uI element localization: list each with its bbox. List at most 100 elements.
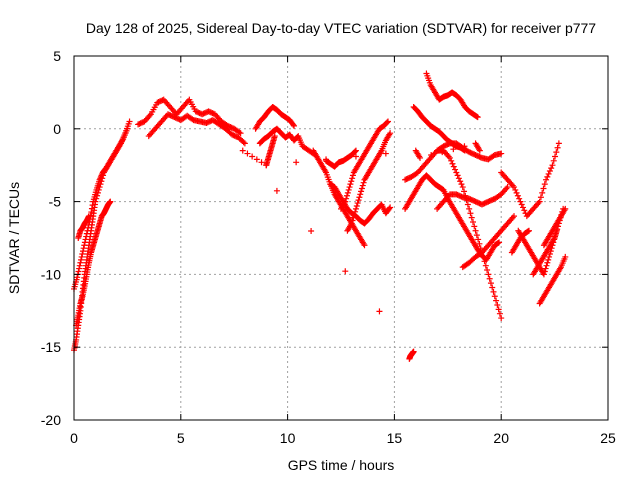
data-point xyxy=(539,189,546,196)
data-point xyxy=(249,153,256,160)
data-point xyxy=(450,163,457,170)
data-point xyxy=(548,165,555,172)
series-arc-11 xyxy=(338,118,391,212)
data-point xyxy=(84,227,91,234)
data-point xyxy=(387,204,394,211)
data-point xyxy=(449,160,456,167)
data-point xyxy=(85,213,92,220)
data-point xyxy=(81,242,88,249)
data-point xyxy=(85,224,92,231)
data-point xyxy=(554,144,561,151)
data-point xyxy=(458,181,465,188)
data-point xyxy=(496,310,503,317)
data-point xyxy=(88,209,95,216)
data-point xyxy=(512,186,519,193)
data-point xyxy=(387,130,394,137)
x-axis-title: GPS time / hours xyxy=(288,457,395,473)
data-point xyxy=(454,172,461,179)
series-arc-2 xyxy=(71,125,131,292)
data-point xyxy=(428,152,435,159)
data-point xyxy=(484,267,491,274)
data-point xyxy=(293,159,300,166)
data-point xyxy=(470,218,477,225)
data-point xyxy=(549,162,556,169)
data-point xyxy=(353,202,360,209)
data-point xyxy=(464,201,471,208)
data-point xyxy=(356,194,363,201)
grid xyxy=(74,56,608,420)
data-point xyxy=(352,148,359,155)
data-point xyxy=(358,185,365,192)
data-point xyxy=(342,268,349,275)
data-point xyxy=(271,133,278,140)
data-point xyxy=(461,188,468,195)
data-point xyxy=(471,223,478,230)
data-point xyxy=(525,227,532,234)
data-point xyxy=(490,288,497,295)
data-points xyxy=(71,70,569,362)
data-point xyxy=(345,186,352,193)
data-point xyxy=(496,239,503,246)
data-point xyxy=(543,176,550,183)
y-tick-label: -10 xyxy=(41,266,61,282)
series-arc-20 xyxy=(434,184,511,212)
data-point xyxy=(352,147,359,154)
data-point xyxy=(553,149,560,156)
data-point xyxy=(83,233,90,240)
data-point xyxy=(273,187,280,194)
data-point xyxy=(79,251,86,258)
data-point xyxy=(344,189,351,196)
data-point xyxy=(545,256,552,263)
data-point xyxy=(459,184,466,191)
data-point xyxy=(494,301,501,308)
plot-frame xyxy=(73,55,609,421)
data-point xyxy=(476,240,483,247)
y-axis-title: SDTVAR / TECUs xyxy=(6,182,22,294)
data-point xyxy=(384,118,391,125)
data-point xyxy=(536,198,543,205)
data-point xyxy=(346,184,353,191)
data-point xyxy=(555,140,562,147)
data-point xyxy=(519,204,526,211)
series-arc-19 xyxy=(434,140,505,163)
data-point xyxy=(258,159,265,166)
data-point xyxy=(455,175,462,182)
data-point xyxy=(349,175,356,182)
series-arc-14 xyxy=(323,147,359,170)
data-point xyxy=(244,150,251,157)
data-point xyxy=(489,284,496,291)
data-point xyxy=(518,201,525,208)
data-point xyxy=(74,274,81,281)
data-point xyxy=(82,236,89,243)
data-point xyxy=(544,259,551,266)
data-point xyxy=(382,150,389,157)
data-point xyxy=(511,184,518,191)
series-outliers xyxy=(239,140,483,362)
data-point xyxy=(450,146,457,153)
data-point xyxy=(347,181,354,188)
data-point xyxy=(474,114,481,121)
data-point xyxy=(552,153,559,160)
data-point xyxy=(511,213,518,220)
data-point xyxy=(562,205,569,212)
data-point xyxy=(472,227,479,234)
data-point xyxy=(349,217,356,224)
data-point xyxy=(348,178,355,185)
y-tick-label: -15 xyxy=(41,339,61,355)
series-arc-12 xyxy=(344,130,394,234)
data-point xyxy=(83,230,90,237)
data-point xyxy=(386,205,393,212)
data-point xyxy=(253,156,260,163)
data-point xyxy=(354,200,361,207)
data-point xyxy=(562,253,569,260)
data-point xyxy=(78,256,85,263)
data-point xyxy=(541,268,548,275)
data-point xyxy=(124,125,131,132)
data-point xyxy=(126,118,133,125)
data-point xyxy=(77,259,84,266)
data-point xyxy=(495,306,502,313)
series-arc-21 xyxy=(459,213,518,271)
data-point xyxy=(448,157,455,164)
data-point xyxy=(461,143,468,150)
data-point xyxy=(343,192,350,199)
